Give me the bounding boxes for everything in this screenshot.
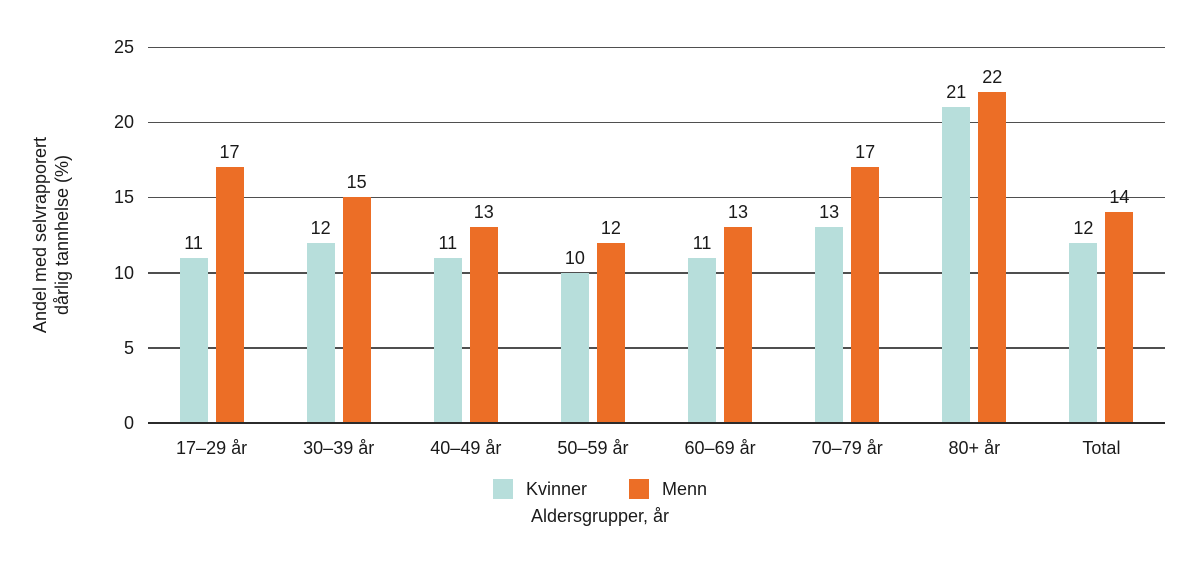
bar-group: 11 13 (402, 47, 529, 423)
bar-group: 12 14 (1038, 47, 1165, 423)
x-axis-title: Aldersgrupper, år (530, 506, 670, 526)
bar-value-label: 13 (473, 202, 494, 223)
bar-value-label: 15 (346, 172, 367, 193)
bar-group: 21 22 (911, 47, 1038, 423)
bar-value-label: 10 (564, 247, 585, 268)
bar-kvinner: 11 (179, 234, 208, 423)
bar-kvinner: 12 (1069, 219, 1098, 423)
bar-value-label: 22 (982, 67, 1003, 88)
x-tick-label: 40–49 år (430, 438, 502, 458)
x-tick-label: 60–69 år (684, 438, 756, 458)
bar-kvinner: 11 (688, 234, 717, 423)
x-axis-category-labels: 17–29 år 30–39 år 40–49 år 50–59 år 60–69 år… (148, 437, 1165, 459)
bar-menn: 12 (596, 219, 625, 423)
y-tick-label: 25 (113, 37, 134, 57)
bar-kvinner: 21 (942, 83, 971, 423)
legend-item-kvinner: Kvinner (492, 479, 587, 499)
gridline (148, 272, 1165, 274)
bar-menn: 15 (342, 173, 371, 423)
gridline (148, 46, 1165, 48)
bar-kvinner: 13 (815, 203, 844, 423)
legend-swatch-menn (629, 479, 649, 499)
bar-group: 11 17 (148, 47, 275, 423)
legend-label: Menn (662, 479, 708, 499)
bar-group: 11 13 (657, 47, 784, 423)
x-tick-label: 70–79 år (811, 438, 883, 458)
bar-value-label: 21 (946, 82, 967, 103)
bar-menn: 13 (469, 203, 498, 423)
bar-menn: 17 (215, 143, 244, 423)
y-tick-label: 10 (113, 262, 134, 283)
gridline (148, 347, 1165, 349)
y-tick-label: 20 (113, 112, 134, 133)
bar-value-label: 11 (184, 232, 203, 253)
x-tick-label: 17–29 år (176, 438, 248, 458)
legend-label: Kvinner (525, 479, 587, 499)
bar-value-label: 13 (728, 202, 749, 223)
gridline (148, 121, 1165, 124)
x-tick-label: 50–59 år (557, 438, 629, 458)
bar-value-label: 11 (438, 232, 458, 253)
bar-menn: 17 (851, 143, 880, 423)
bar-group: 13 17 (784, 47, 911, 423)
legend-item-menn: Menn (629, 479, 707, 499)
bar-menn: 22 (978, 68, 1007, 423)
legend-swatch-kvinner (492, 479, 513, 499)
bar-menn: 14 (1105, 188, 1134, 423)
bar-value-label: 12 (600, 217, 621, 238)
y-tick-label: 15 (113, 187, 134, 208)
x-axis-line (148, 422, 1165, 424)
bar-groups: 11 17 12 15 11 13 10 12 11 13 13 17 21 22 12 14 (148, 47, 1165, 423)
bar-value-label: 12 (310, 217, 331, 238)
bar-value-label: 14 (1109, 187, 1130, 208)
x-tick-label: Total (1082, 438, 1121, 458)
bar-value-label: 17 (855, 142, 876, 163)
x-tick-label: 80+ år (948, 438, 1001, 458)
bar-value-label: 17 (219, 142, 240, 163)
plot-area: 11 17 12 15 11 13 10 12 11 13 13 17 21 22 12 14 (148, 46, 1165, 424)
bar-kvinner: 11 (433, 234, 462, 423)
y-tick-label: 0 (123, 413, 134, 433)
bar-value-label: 11 (692, 232, 712, 253)
y-axis-tick-labels: 0 5 10 15 20 25 (0, 38, 134, 432)
bar-group: 12 15 (275, 47, 402, 423)
gridline (148, 196, 1165, 199)
bar-menn: 13 (724, 203, 753, 423)
y-tick-label: 5 (123, 337, 134, 358)
x-tick-label: 30–39 år (303, 438, 375, 458)
bar-group: 10 12 (529, 47, 656, 423)
bar-value-label: 12 (1073, 217, 1094, 238)
legend: Kvinner Menn (0, 479, 1200, 499)
bar-value-label: 13 (819, 202, 840, 223)
bar-kvinner: 10 (560, 249, 589, 423)
bar-kvinner: 12 (306, 219, 335, 423)
